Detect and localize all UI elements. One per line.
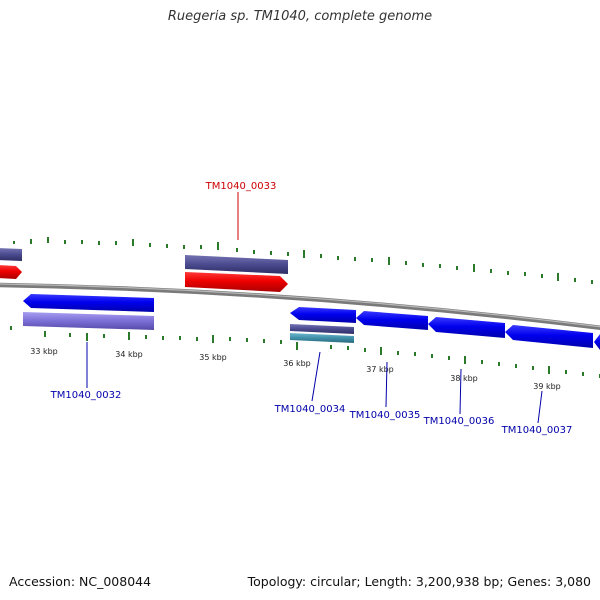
gene-TM1040_0036-arrow[interactable] [428, 317, 505, 338]
gene-label-TM1040_0033[interactable]: TM1040_0033 [205, 181, 277, 192]
gene-label-TM1040_0036[interactable]: TM1040_0036 [423, 416, 495, 427]
tick-label-39: 39 kbp [533, 382, 561, 391]
genome-backbone [0, 282, 600, 331]
accession-text: Accession: NC_008044 [9, 574, 152, 589]
gene-TM1040_0032-cog[interactable] [23, 312, 154, 330]
label-leaders [86, 192, 543, 424]
tick-label-36: 36 kbp [283, 359, 311, 368]
partial-gene-forward-left[interactable] [0, 265, 22, 279]
gene-TM1040_0033-cog[interactable] [185, 255, 288, 274]
gene-TM1040_0033-arrow[interactable] [185, 272, 288, 292]
gene-label-TM1040_0035[interactable]: TM1040_0035 [349, 410, 421, 421]
gene-TM1040_0034-cog-1[interactable] [290, 324, 354, 334]
partial-cog-feature-left[interactable] [0, 248, 22, 261]
genome-summary-text: Topology: circular; Length: 3,200,938 bp… [247, 574, 591, 589]
tick-label-37: 37 kbp [366, 365, 394, 374]
gene-label-TM1040_0034[interactable]: TM1040_0034 [274, 404, 346, 415]
gene-label-TM1040_0037[interactable]: TM1040_0037 [501, 425, 573, 436]
tick-label-34: 34 kbp [115, 350, 143, 359]
tick-label-33: 33 kbp [30, 347, 58, 356]
gene-label-TM1040_0032[interactable]: TM1040_0032 [50, 390, 122, 401]
gene-TM1040_0035-arrow[interactable] [356, 311, 428, 330]
tick-label-35: 35 kbp [199, 353, 227, 362]
gene-TM1040_0034-arrow[interactable] [290, 307, 356, 323]
tick-label-38: 38 kbp [450, 374, 478, 383]
genome-title: Ruegeria sp. TM1040, complete genome [167, 9, 433, 24]
gene-TM1040_0037-arrow[interactable] [505, 325, 593, 348]
gene-TM1040_0034-cog-2[interactable] [290, 333, 354, 343]
genome-backbone-highlight [0, 283, 600, 328]
partial-gene-reverse-right[interactable] [594, 334, 600, 350]
outer-tick-row [13, 237, 593, 284]
gene-TM1040_0032-arrow[interactable] [23, 294, 154, 312]
inner-tick-row [10, 326, 600, 378]
